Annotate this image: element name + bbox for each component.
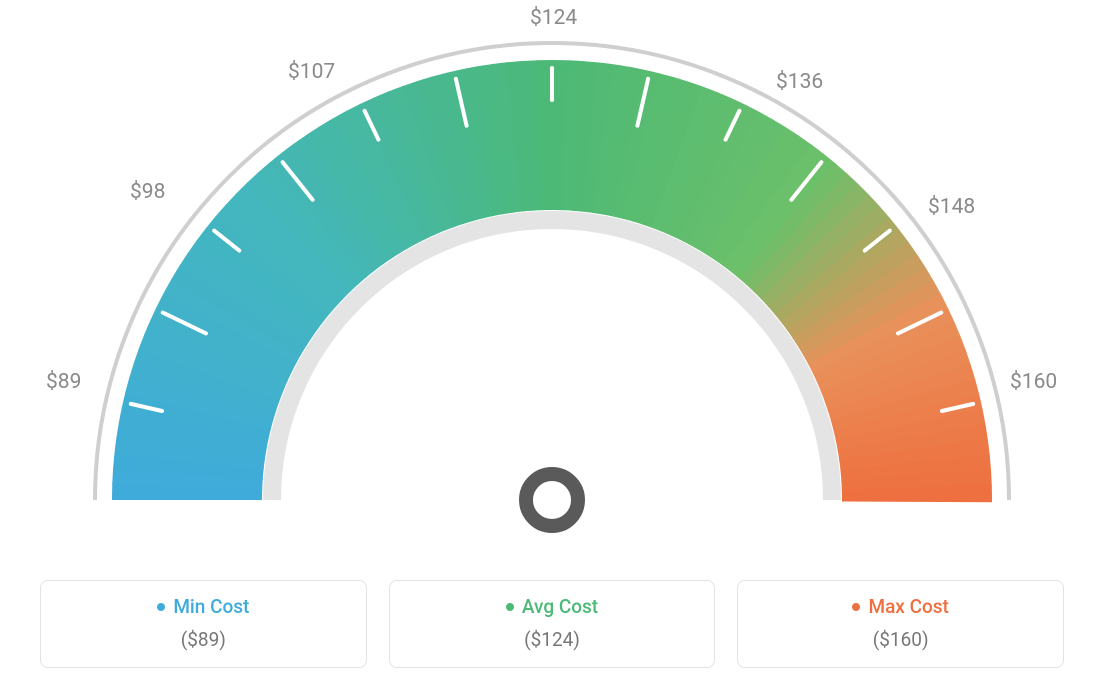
- legend-card-avg: Avg Cost ($124): [389, 580, 716, 668]
- legend-label-min: Min Cost: [173, 595, 249, 618]
- cost-gauge: $89 $98 $107 $124 $136 $148 $160: [0, 0, 1104, 560]
- dot-min-icon: [157, 603, 165, 611]
- legend-title-max: Max Cost: [852, 595, 948, 618]
- scale-label-6: $160: [1010, 370, 1057, 394]
- legend-label-max: Max Cost: [868, 595, 948, 618]
- scale-label-2: $107: [288, 60, 335, 84]
- scale-label-5: $148: [928, 195, 975, 219]
- gauge-svg: [0, 0, 1104, 560]
- gauge-color-arc: [112, 60, 992, 502]
- legend-card-max: Max Cost ($160): [737, 580, 1064, 668]
- gauge-hub: [526, 474, 578, 526]
- scale-label-1: $98: [130, 180, 165, 204]
- legend-row: Min Cost ($89) Avg Cost ($124) Max Cost …: [40, 580, 1064, 668]
- legend-value-max: ($160): [748, 628, 1053, 651]
- legend-label-avg: Avg Cost: [522, 595, 598, 618]
- scale-label-3: $124: [530, 6, 577, 30]
- legend-card-min: Min Cost ($89): [40, 580, 367, 668]
- legend-value-avg: ($124): [400, 628, 705, 651]
- legend-title-avg: Avg Cost: [506, 595, 598, 618]
- legend-title-min: Min Cost: [157, 595, 249, 618]
- scale-label-0: $89: [46, 370, 81, 394]
- scale-label-4: $136: [776, 70, 823, 94]
- dot-avg-icon: [506, 603, 514, 611]
- legend-value-min: ($89): [51, 628, 356, 651]
- dot-max-icon: [852, 603, 860, 611]
